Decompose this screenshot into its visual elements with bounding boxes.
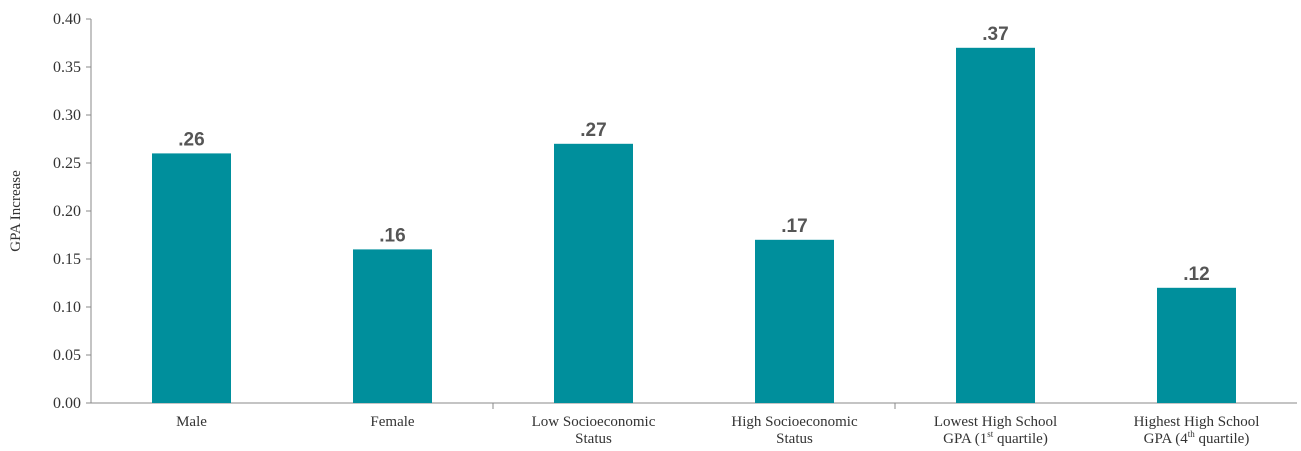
category-label: Female <box>370 414 414 430</box>
category-label: GPA (1st quartile) <box>943 429 1048 447</box>
bar <box>755 239 834 403</box>
y-tick-label: 0.10 <box>53 299 81 316</box>
y-tick-label: 0.15 <box>53 251 81 268</box>
data-label: .26 <box>178 129 204 150</box>
bar <box>1157 287 1236 403</box>
bar <box>554 143 633 404</box>
category-label: GPA (4th quartile) <box>1144 429 1250 447</box>
bar <box>956 47 1035 404</box>
y-axis: 0.00 0.05 0.10 0.15 0.20 0.25 0.30 0.35 0.40 <box>53 11 92 412</box>
y-tick-label: 0.05 <box>53 347 81 364</box>
y-axis-title: GPA Increase <box>8 170 24 252</box>
category-label: Highest High School <box>1134 414 1260 430</box>
bar <box>152 153 231 403</box>
x-axis <box>91 402 1297 409</box>
category-label: Male <box>176 414 207 430</box>
y-tick-label: 0.00 <box>53 395 81 412</box>
y-tick-label: 0.40 <box>53 11 81 28</box>
category-label: High Socioeconomic <box>731 414 858 430</box>
data-label: .37 <box>982 24 1008 45</box>
category-label: Lowest High School <box>934 414 1057 430</box>
bars <box>152 47 1236 404</box>
y-tick-label: 0.20 <box>53 203 81 220</box>
y-tick-label: 0.30 <box>53 107 81 124</box>
category-label: Low Socioeconomic <box>532 414 656 430</box>
data-label: .17 <box>781 216 807 237</box>
y-tick-label: 0.35 <box>53 59 81 76</box>
data-label: .27 <box>580 120 606 141</box>
category-label: Status <box>575 431 612 447</box>
data-label: .16 <box>379 225 405 246</box>
data-label: .12 <box>1183 264 1209 285</box>
data-labels: .26 .16 .27 .17 .37 .12 <box>178 24 1209 285</box>
y-tick-label: 0.25 <box>53 155 81 172</box>
category-label: Status <box>776 431 813 447</box>
bar <box>353 249 432 403</box>
